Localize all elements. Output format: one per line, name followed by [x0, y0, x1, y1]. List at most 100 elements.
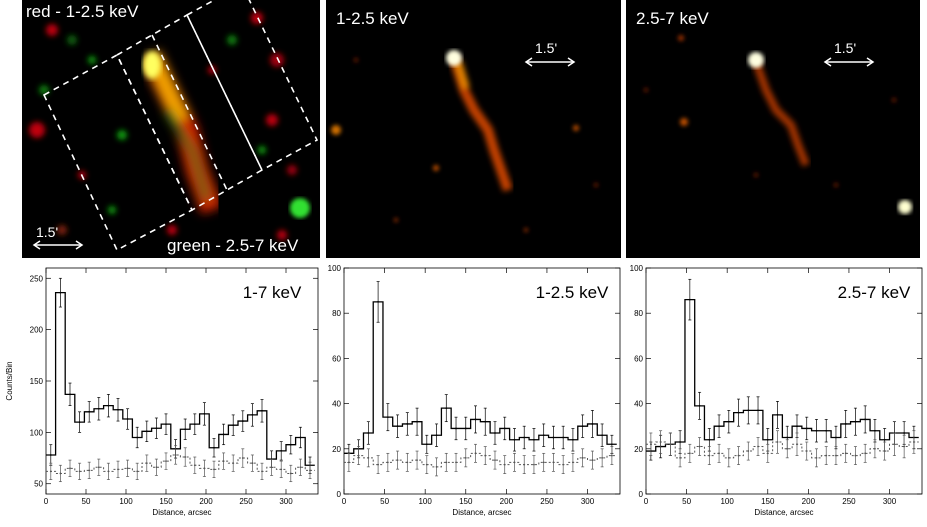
- y-tick-label: 80: [332, 309, 341, 318]
- energy-band-label: 1-2.5 keV: [536, 283, 609, 302]
- background-data-point: [145, 462, 148, 465]
- source-data-point: [241, 420, 244, 422]
- x-tick-label: 250: [239, 497, 253, 506]
- background-data-point: [883, 450, 886, 452]
- y-tick-label: 100: [30, 428, 44, 437]
- background-data-point: [786, 447, 789, 450]
- profile-plot-soft-svg: 0 50 100 150 200 250 300 0 20 40 60 80 100 Distance, …: [328, 264, 621, 517]
- background-data-point: [117, 468, 119, 471]
- y-tick-label: 60: [332, 354, 341, 363]
- background-data-point: [203, 467, 206, 470]
- source-data-point: [251, 414, 254, 416]
- source-data-point: [474, 418, 477, 421]
- source-data-point: [289, 443, 292, 446]
- source-data-point: [698, 404, 701, 407]
- source-data-point: [835, 436, 837, 439]
- background-data-point: [835, 454, 837, 457]
- x-tick-label: 300: [279, 497, 293, 506]
- background-data-point: [107, 470, 110, 473]
- energy-band-label: 2.5-7 keV: [838, 283, 911, 302]
- background-data-point: [698, 445, 701, 448]
- source-data-point: [484, 420, 487, 423]
- source-data-point: [757, 409, 759, 412]
- background-data-point: [377, 463, 379, 466]
- background-data-point: [357, 454, 360, 457]
- source-data-point: [503, 427, 506, 430]
- source-data-point: [562, 436, 565, 439]
- source-data-point: [464, 427, 467, 430]
- background-data-point: [503, 463, 506, 466]
- x-tick-label: 250: [540, 497, 554, 506]
- background-data-point: [280, 468, 283, 471]
- source-data-point: [69, 393, 71, 396]
- y-tick-label: 50: [34, 480, 43, 489]
- plot-frame: [343, 267, 621, 495]
- bright-head-source: [143, 51, 161, 79]
- source-data-point: [825, 429, 828, 432]
- source-data-point: [494, 432, 496, 434]
- background-data-point: [464, 456, 467, 459]
- x-tick-label: 150: [761, 497, 775, 506]
- source-data-point: [406, 423, 409, 425]
- background-data-point: [455, 461, 457, 464]
- background-data-point: [155, 466, 158, 469]
- background-data-point: [213, 468, 215, 471]
- energy-band-label: 1-7 keV: [243, 283, 302, 302]
- background-data-point: [864, 452, 867, 455]
- composite-title: red - 1-2.5 keV: [26, 2, 139, 21]
- source-data-point: [903, 432, 906, 434]
- source-data-point: [455, 427, 457, 430]
- background-data-point: [347, 461, 350, 464]
- background-data-point: [416, 459, 418, 461]
- background-data-point: [688, 452, 691, 455]
- background-data-point: [649, 443, 652, 446]
- soft-title: 1-2.5 keV: [336, 9, 409, 28]
- background-data-point: [289, 472, 292, 475]
- source-data-point: [213, 446, 215, 449]
- background-data-point: [659, 441, 662, 443]
- background-data-point: [572, 461, 574, 464]
- profile-plot-broad-svg: 0 50 100 150 200 250 30050100150200250Distance…: [5, 267, 319, 517]
- y-tick-label: 80: [634, 309, 643, 318]
- source-data-point: [542, 434, 545, 437]
- extraction-regions: [42, 0, 319, 252]
- source-histogram-line: [646, 298, 919, 452]
- image-soft: 1-2.5 keV 1.5': [326, 0, 621, 258]
- profile-plot-soft: 0 50 100 150 200 250 300 0 20 40 60 80 100 Distance, …: [322, 262, 624, 527]
- background-data-point: [542, 461, 545, 464]
- source-data-point: [184, 428, 187, 431]
- background-data-point: [174, 454, 177, 456]
- background-data-point: [523, 463, 526, 466]
- source-data-point: [445, 407, 448, 410]
- x-axis-title: Distance, arcsec: [152, 508, 211, 517]
- background-data-point: [893, 443, 896, 446]
- background-data-point: [844, 452, 847, 455]
- source-data-point: [280, 449, 283, 452]
- source-data-point: [88, 410, 91, 413]
- background-data-point: [136, 470, 139, 473]
- background-data-point: [222, 460, 225, 463]
- source-data-point: [786, 436, 789, 439]
- background-data-point: [494, 459, 496, 461]
- source-data-point: [815, 429, 818, 432]
- background-data-point: [232, 462, 235, 465]
- source-data-point: [864, 418, 867, 421]
- y-tick-label: 40: [332, 400, 341, 409]
- hard-title: 2.5-7 keV: [636, 9, 709, 28]
- source-data-point: [737, 411, 740, 414]
- background-data-point: [309, 469, 311, 472]
- source-data-point: [377, 301, 379, 303]
- background-data-point: [69, 467, 71, 470]
- profile-plot-hard-svg: 0 50 100 150 200 250 300 0 20 40 60 80 100 Distance, …: [630, 264, 923, 517]
- source-data-point: [523, 436, 526, 439]
- background-data-point: [718, 452, 720, 455]
- source-data-point: [601, 434, 604, 437]
- source-data-point: [416, 420, 418, 423]
- source-data-point: [49, 454, 52, 456]
- source-data-point: [222, 433, 225, 436]
- plot-frame: [645, 267, 923, 495]
- composite-scale-label: 1.5': [36, 224, 59, 240]
- background-data-point: [552, 461, 555, 464]
- y-tick-label: 40: [634, 400, 643, 409]
- source-data-point: [727, 420, 730, 423]
